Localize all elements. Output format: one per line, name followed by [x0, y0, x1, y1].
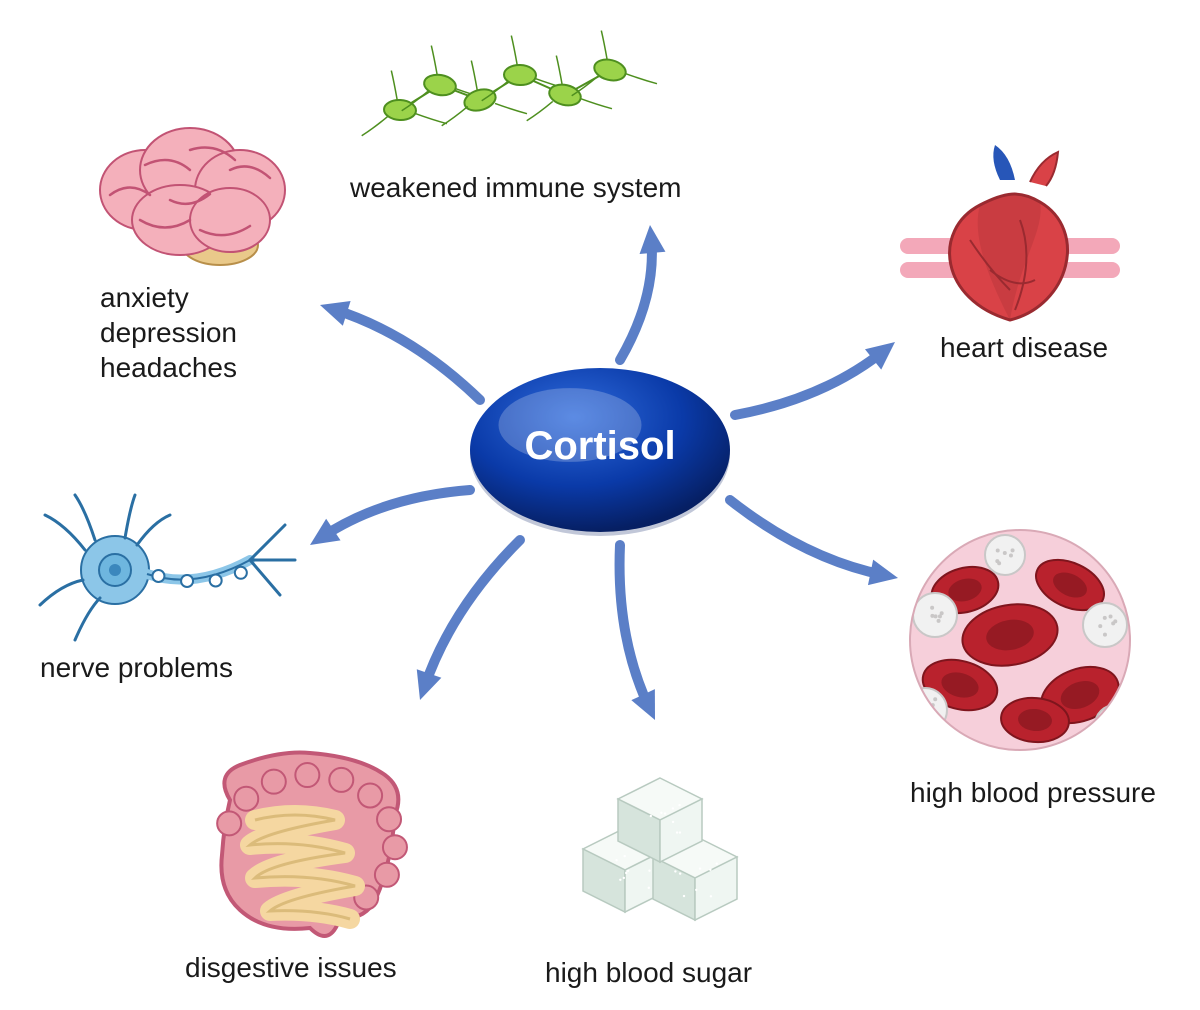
node-label-nerve: nerve problems: [40, 650, 233, 685]
node-label-immune: weakened immune system: [350, 170, 681, 205]
node-label-digestive: disgestive issues: [185, 950, 397, 985]
diagram-canvas: weakened immune system anxiety depression…: [0, 0, 1200, 1010]
node-label-bloodpressure: high blood pressure: [910, 775, 1156, 810]
node-label-heart: heart disease: [940, 330, 1108, 365]
node-label-sugar: high blood sugar: [545, 955, 752, 990]
center-layer: [0, 0, 1200, 1010]
node-label-brain: anxiety depression headaches: [100, 280, 237, 385]
center-label: Cortisol: [470, 424, 730, 469]
